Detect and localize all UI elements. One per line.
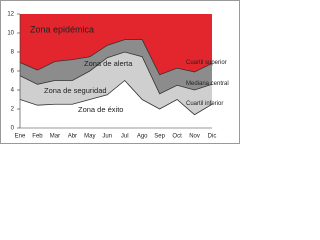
x-tick-label: Oct <box>172 134 182 140</box>
series-label: Cuartil superior <box>186 60 227 66</box>
line <box>19 79 213 116</box>
y-tick-label: 2 <box>11 107 15 113</box>
x-tick-label: May <box>84 134 95 140</box>
chart: Cuartil superior Mediana central Cuartil i… <box>0 0 240 144</box>
series-label: Cuartil inferior <box>186 101 223 107</box>
line <box>19 51 213 95</box>
line <box>19 39 213 76</box>
page: {"chart_data": {"type": "epidemic-channe… <box>0 0 240 144</box>
x-tick-label: Ago <box>137 134 148 140</box>
y-tick-label: 8 <box>11 50 15 56</box>
x-tick-label: Mar <box>50 134 60 140</box>
x-tick-label: Jun <box>102 134 112 140</box>
x-tick-label: Sep <box>154 134 165 140</box>
x-tick-label: Dic <box>208 134 217 140</box>
series-label: Mediana central <box>186 81 229 87</box>
x-tick-label: Feb <box>32 134 43 140</box>
x-tick-label: Ene <box>15 134 26 140</box>
zone-label: Zona de seguridad <box>44 86 107 95</box>
y-tick-label: 0 <box>11 126 15 132</box>
zone-label: Zona epidémica <box>30 24 94 34</box>
x-tick-label: Nov <box>189 134 200 140</box>
y-tick-label: 4 <box>11 88 15 94</box>
zone-label: Zona de éxito <box>78 105 123 114</box>
area <box>20 80 212 128</box>
zone-label: Zona de alerta <box>84 59 133 68</box>
y-tick-label: 12 <box>7 12 14 18</box>
x-tick-label: Jul <box>121 134 129 140</box>
y-tick-label: 6 <box>11 69 15 75</box>
x-tick-label: Abr <box>68 134 77 140</box>
y-tick-label: 10 <box>7 31 14 37</box>
